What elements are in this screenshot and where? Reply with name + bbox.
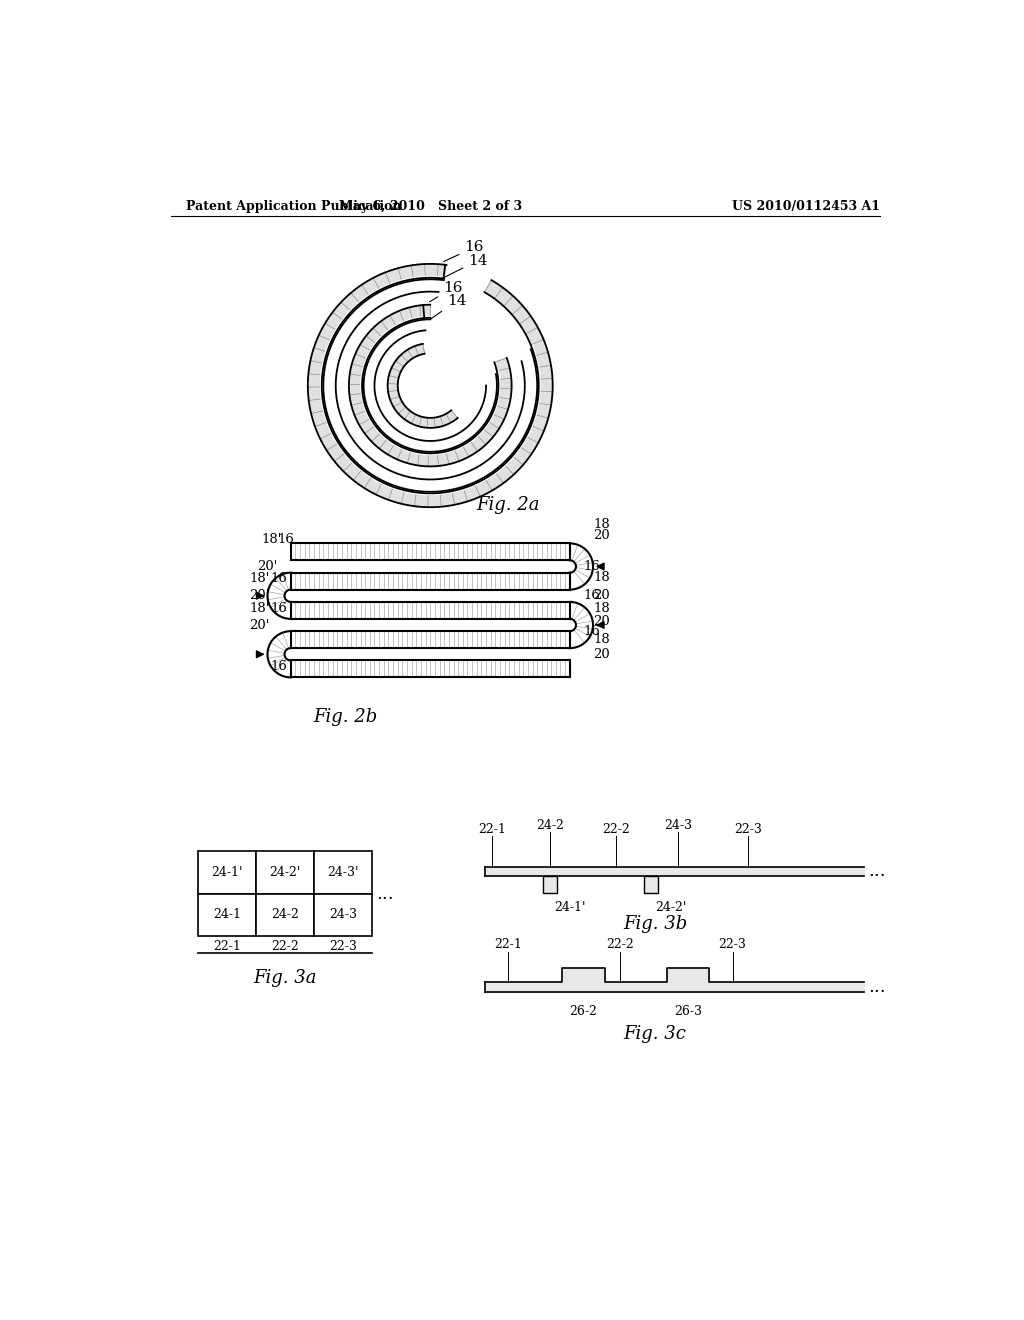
Text: 16: 16 <box>270 602 287 615</box>
Text: 24-3: 24-3 <box>329 908 357 921</box>
Polygon shape <box>267 573 291 619</box>
Bar <box>314 894 372 936</box>
Text: 22-3: 22-3 <box>734 822 762 836</box>
Text: 20: 20 <box>593 615 609 628</box>
Text: ...: ... <box>868 862 886 880</box>
Text: 20: 20 <box>593 648 609 661</box>
Text: 24-2': 24-2' <box>655 900 686 913</box>
Text: 24-2': 24-2' <box>269 866 301 879</box>
Text: 14: 14 <box>430 294 466 319</box>
Text: 24-1: 24-1 <box>213 908 241 921</box>
Text: ...: ... <box>868 978 886 995</box>
Bar <box>291 544 569 561</box>
Bar <box>314 851 372 894</box>
Polygon shape <box>569 544 593 590</box>
Text: May 6, 2010   Sheet 2 of 3: May 6, 2010 Sheet 2 of 3 <box>339 199 522 213</box>
Text: 26-2: 26-2 <box>569 1006 597 1019</box>
Polygon shape <box>484 969 864 991</box>
Text: Patent Application Publication: Patent Application Publication <box>186 199 401 213</box>
Text: Fig. 2b: Fig. 2b <box>313 708 377 726</box>
Text: 22-2: 22-2 <box>602 822 630 836</box>
Polygon shape <box>388 343 458 428</box>
Text: 18: 18 <box>593 517 609 531</box>
Text: 16: 16 <box>584 624 600 638</box>
Text: 20: 20 <box>593 529 609 543</box>
Text: 20: 20 <box>593 589 609 602</box>
Polygon shape <box>267 631 291 677</box>
Text: Fig. 2a: Fig. 2a <box>476 496 540 513</box>
Bar <box>644 876 658 892</box>
Text: 16: 16 <box>278 533 295 546</box>
Polygon shape <box>388 343 458 428</box>
Text: 18: 18 <box>593 634 609 647</box>
Text: 16: 16 <box>270 573 287 585</box>
Bar <box>256 894 314 936</box>
Text: 18': 18' <box>250 602 270 615</box>
Text: 20': 20' <box>250 619 270 631</box>
Text: Fig. 3c: Fig. 3c <box>624 1024 686 1043</box>
Text: 16: 16 <box>430 281 463 302</box>
Text: 18': 18' <box>261 533 282 546</box>
Text: 24-2: 24-2 <box>271 908 299 921</box>
Text: Fig. 3a: Fig. 3a <box>253 969 316 987</box>
Polygon shape <box>308 264 553 507</box>
Text: 22-3: 22-3 <box>719 939 746 952</box>
Polygon shape <box>349 305 512 466</box>
Bar <box>291 631 569 648</box>
Text: 18': 18' <box>250 573 270 585</box>
Text: 22-1: 22-1 <box>478 822 506 836</box>
Text: 24-1': 24-1' <box>554 900 586 913</box>
Text: 22-3: 22-3 <box>329 940 357 953</box>
Text: ...: ... <box>376 884 393 903</box>
Text: 18: 18 <box>593 602 609 615</box>
Text: 24-2: 24-2 <box>537 820 564 832</box>
Text: 22-1: 22-1 <box>494 939 521 952</box>
Bar <box>291 573 569 590</box>
Text: 24-3': 24-3' <box>328 866 358 879</box>
Text: 20': 20' <box>250 589 270 602</box>
Text: 18: 18 <box>593 570 609 583</box>
Polygon shape <box>349 305 512 466</box>
Text: 24-3: 24-3 <box>665 820 692 832</box>
Bar <box>198 851 256 894</box>
Polygon shape <box>308 264 553 507</box>
Bar <box>198 894 256 936</box>
Text: 22-1: 22-1 <box>213 940 241 953</box>
Text: 24-1': 24-1' <box>211 866 243 879</box>
Bar <box>291 660 569 677</box>
Text: 16: 16 <box>584 560 600 573</box>
Text: 14: 14 <box>442 253 487 279</box>
Text: Fig. 3b: Fig. 3b <box>623 915 687 933</box>
Bar <box>544 876 557 892</box>
Text: 20': 20' <box>257 560 278 573</box>
Text: 16: 16 <box>584 589 600 602</box>
Text: 22-2: 22-2 <box>271 940 299 953</box>
Bar <box>256 851 314 894</box>
Text: 16: 16 <box>443 240 483 261</box>
Text: 16: 16 <box>270 660 287 673</box>
Text: 26-3: 26-3 <box>674 1006 701 1019</box>
Polygon shape <box>569 602 593 648</box>
Text: US 2010/0112453 A1: US 2010/0112453 A1 <box>732 199 881 213</box>
Bar <box>291 602 569 619</box>
Text: 22-2: 22-2 <box>606 939 634 952</box>
